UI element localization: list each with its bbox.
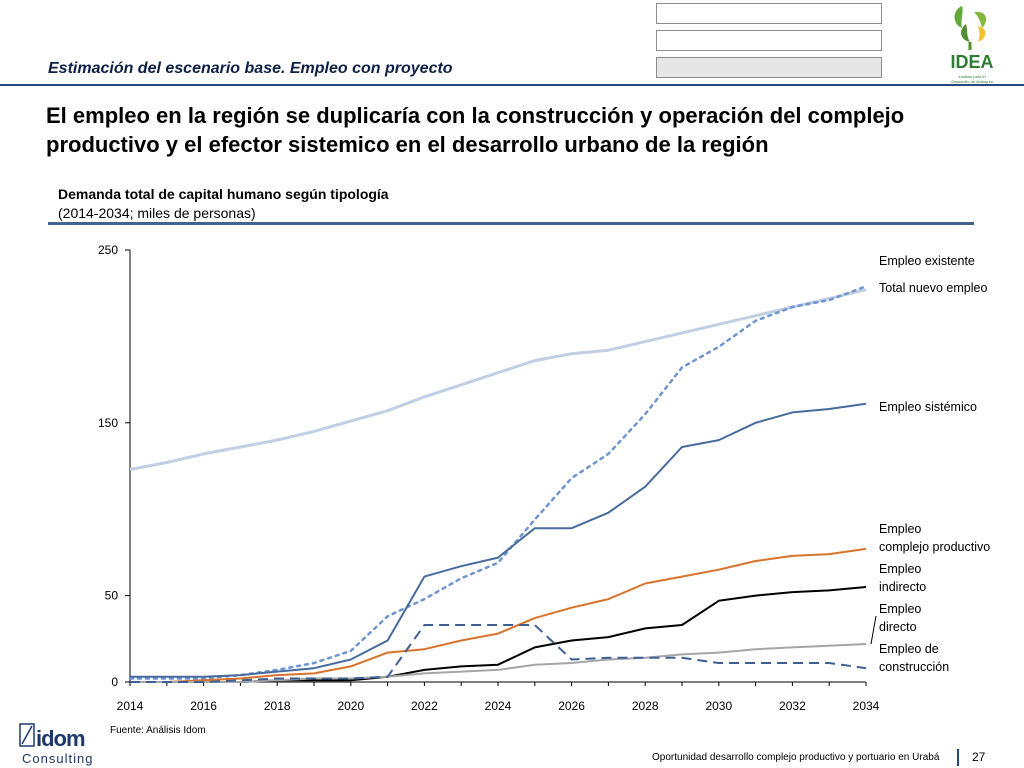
- idea-logo: IDEA Instituto para el Desarrollo de Ant…: [950, 6, 994, 84]
- header-box-3: [656, 57, 882, 78]
- x-tick-label: 2018: [264, 699, 291, 713]
- legend-label-5: Empleo: [879, 562, 921, 576]
- x-tick-label: 2034: [853, 699, 880, 713]
- x-tick-label: 2028: [632, 699, 659, 713]
- x-tick-label: 2032: [779, 699, 806, 713]
- footer-separator: [957, 749, 959, 766]
- legend-label-5: indirecto: [879, 580, 926, 594]
- legend-label-4: complejo productivo: [879, 540, 990, 554]
- y-tick-label: 0: [111, 675, 118, 689]
- footer-text: Oportunidad desarrollo complejo producti…: [652, 752, 940, 763]
- header-box-2: [656, 30, 882, 51]
- section-subtitle: Estimación del escenario base. Empleo co…: [48, 60, 453, 77]
- chart-title: Demanda total de capital humano según ti…: [58, 186, 389, 202]
- legend-label-7: Empleo de: [879, 642, 939, 656]
- page-number: 27: [972, 750, 986, 764]
- idom-consulting-logo: idom Consulting: [19, 723, 93, 766]
- x-tick-label: 2030: [705, 699, 732, 713]
- y-tick-label: 50: [105, 589, 119, 603]
- header-divider: [0, 84, 1024, 86]
- series-line-6: [130, 643, 867, 683]
- series-line-3: [130, 402, 867, 678]
- consulting-wordmark: Consulting: [22, 751, 93, 766]
- legend-label-3: Empleo sistémico: [879, 400, 977, 414]
- x-tick-label: 2020: [337, 699, 364, 713]
- series-line-1: [129, 288, 867, 471]
- chart-subtitle: (2014-2034; miles de personas): [58, 205, 256, 221]
- idom-wordmark: idom: [36, 726, 85, 751]
- x-tick-label: 2026: [558, 699, 585, 713]
- legend-label-6: directo: [879, 620, 917, 634]
- legend-label-6: Empleo: [879, 602, 921, 616]
- y-tick-label: 150: [98, 416, 118, 430]
- x-tick-label: 2016: [190, 699, 217, 713]
- series-line-4: [130, 547, 867, 683]
- idea-logo-small-1: Instituto para el: [958, 74, 985, 79]
- legend-connector: [870, 615, 877, 645]
- legend-label-1: Empleo existente: [879, 254, 975, 268]
- idea-logo-text: IDEA: [950, 52, 993, 72]
- source-note: Fuente: Análisis Idom: [110, 725, 206, 736]
- y-tick-label: 250: [98, 243, 118, 257]
- legend-label-2: Total nuevo empleo: [879, 281, 987, 295]
- x-tick-label: 2024: [485, 699, 512, 713]
- line-chart: 0 50 150 250 2014 2016 2018 2020 2022 2024 2026 202…: [98, 243, 990, 713]
- header-box-1: [656, 3, 882, 24]
- page-headline: El empleo en la región se duplicaría con…: [46, 103, 905, 157]
- legend-label-4: Empleo: [879, 522, 921, 536]
- legend-label-7: construcción: [879, 660, 949, 674]
- series-line-2: [128, 285, 868, 680]
- chart-title-rule: [48, 222, 974, 225]
- x-tick-label: 2022: [411, 699, 438, 713]
- x-tick-label: 2014: [117, 699, 144, 713]
- idea-logo-small-2: Desarrollo de Antioquia: [951, 79, 993, 84]
